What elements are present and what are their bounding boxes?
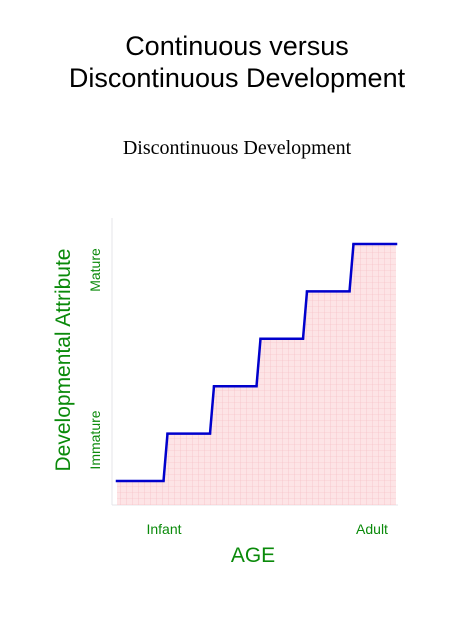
x-tick-infant: Infant — [146, 521, 181, 537]
page-title: Continuous versus Discontinuous Developm… — [0, 30, 474, 94]
y-tick-immature: Immature — [87, 410, 103, 469]
step-area-fill — [117, 244, 396, 505]
chart-subtitle: Discontinuous Development — [122, 137, 352, 159]
x-tick-adult: Adult — [356, 521, 388, 537]
step-riser-4 — [301, 291, 309, 339]
title-line-2: Discontinuous Development — [68, 63, 406, 93]
step-riser-2 — [208, 386, 216, 434]
step-riser-5 — [348, 243, 355, 292]
title-line-1: Continuous versus — [125, 31, 349, 61]
step-riser-3 — [255, 338, 262, 387]
y-axis-label: Developmental Attribute — [52, 249, 75, 472]
step-riser-1 — [162, 433, 169, 482]
x-axis-label: AGE — [231, 544, 275, 567]
y-tick-mature: Mature — [87, 248, 103, 292]
